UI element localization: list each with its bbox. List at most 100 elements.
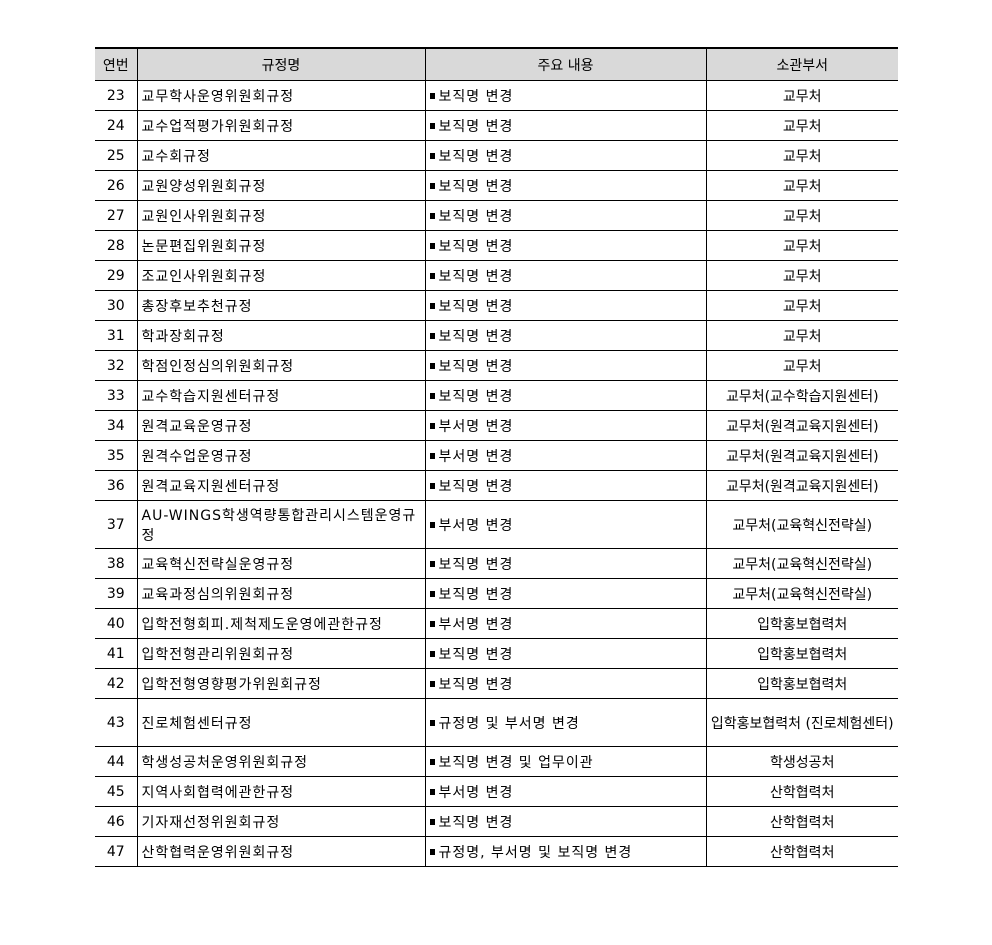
table-row: 29 조교인사위원회규정 보직명 변경 교무처 bbox=[95, 260, 898, 291]
department: 교무처 bbox=[705, 290, 898, 321]
row-number: 34 bbox=[95, 410, 138, 441]
row-number: 33 bbox=[95, 380, 138, 411]
row-number: 31 bbox=[95, 320, 138, 351]
main-content: 보직명 변경 bbox=[424, 110, 707, 141]
department: 교무처 bbox=[705, 170, 898, 201]
regulation-name: 산학협력운영위원회규정 bbox=[136, 836, 426, 867]
main-content: 보직명 변경 bbox=[424, 548, 707, 579]
regulation-name: AU-WINGS학생역량통합관리시스템운영규정 bbox=[136, 500, 426, 549]
regulation-name: 입학전형관리위원회규정 bbox=[136, 638, 426, 669]
department: 교무처(교수학습지원센터) bbox=[705, 380, 898, 411]
main-content: 보직명 변경 bbox=[424, 260, 707, 291]
regulation-name: 교수업적평가위원회규정 bbox=[136, 110, 426, 141]
regulation-name: 교원양성위원회규정 bbox=[136, 170, 426, 201]
content-text: 규정명 및 부서명 변경 bbox=[438, 715, 580, 732]
row-number: 28 bbox=[95, 230, 138, 261]
content-text: 보직명 변경 bbox=[438, 328, 514, 345]
row-number: 24 bbox=[95, 110, 138, 141]
content-text: 규정명, 부서명 및 보직명 변경 bbox=[438, 844, 633, 861]
department: 교무처 bbox=[705, 110, 898, 141]
regulation-name: 교육과정심의위원회규정 bbox=[136, 578, 426, 609]
regulation-name: 교수회규정 bbox=[136, 140, 426, 171]
department: 교무처 bbox=[705, 320, 898, 351]
bullet-icon bbox=[429, 848, 435, 855]
bullet-icon bbox=[429, 152, 435, 159]
department: 학생성공처 bbox=[705, 746, 898, 777]
regulation-name: 교육혁신전략실운영규정 bbox=[136, 548, 426, 579]
table-row: 46 기자재선정위원회규정 보직명 변경 산학협력처 bbox=[95, 806, 898, 837]
regulation-name: 교무학사운영위원회규정 bbox=[136, 80, 426, 111]
main-content: 부서명 변경 bbox=[424, 410, 707, 441]
department: 교무처(교육혁신전략실) bbox=[705, 548, 898, 579]
table-row: 42 입학전형영향평가위원회규정 보직명 변경 입학홍보협력처 bbox=[95, 668, 898, 699]
content-text: 부서명 변경 bbox=[438, 418, 514, 435]
bullet-icon bbox=[429, 560, 435, 567]
row-number: 37 bbox=[95, 500, 138, 549]
regulation-name: 논문편집위원회규정 bbox=[136, 230, 426, 261]
regulation-name: 원격교육지원센터규정 bbox=[136, 470, 426, 501]
department: 입학홍보협력처 bbox=[705, 638, 898, 669]
bullet-icon bbox=[429, 92, 435, 99]
bullet-icon bbox=[429, 719, 435, 726]
bullet-icon bbox=[429, 182, 435, 189]
main-content: 보직명 변경 bbox=[424, 350, 707, 381]
bullet-icon bbox=[429, 620, 435, 627]
department: 교무처(원격교육지원센터) bbox=[705, 410, 898, 441]
bullet-icon bbox=[429, 332, 435, 339]
regulation-name: 원격수업운영규정 bbox=[136, 440, 426, 471]
content-text: 보직명 변경 bbox=[438, 388, 514, 405]
main-content: 보직명 변경 bbox=[424, 290, 707, 321]
content-text: 보직명 변경 bbox=[438, 646, 514, 663]
regulations-table: 연번 규정명 주요 내용 소관부서 23 교무학사운영위원회규정 보직명 변경 … bbox=[95, 47, 898, 867]
main-content: 보직명 변경 bbox=[424, 230, 707, 261]
table-row: 28 논문편집위원회규정 보직명 변경 교무처 bbox=[95, 230, 898, 261]
content-text: 부서명 변경 bbox=[438, 448, 514, 465]
main-content: 보직명 변경 및 업무이관 bbox=[424, 746, 707, 777]
table-row: 24 교수업적평가위원회규정 보직명 변경 교무처 bbox=[95, 110, 898, 141]
main-content: 보직명 변경 bbox=[424, 578, 707, 609]
row-number: 27 bbox=[95, 200, 138, 231]
row-number: 25 bbox=[95, 140, 138, 171]
regulation-name: 입학전형영향평가위원회규정 bbox=[136, 668, 426, 699]
content-text: 보직명 변경 bbox=[438, 814, 514, 831]
header-no: 연번 bbox=[95, 47, 138, 81]
table-row: 41 입학전형관리위원회규정 보직명 변경 입학홍보협력처 bbox=[95, 638, 898, 669]
content-text: 보직명 변경 bbox=[438, 586, 514, 603]
main-content: 보직명 변경 bbox=[424, 638, 707, 669]
regulation-name: 총장후보추천규정 bbox=[136, 290, 426, 321]
content-text: 보직명 변경 bbox=[438, 208, 514, 225]
content-text: 보직명 변경 bbox=[438, 358, 514, 375]
header-row: 연번 규정명 주요 내용 소관부서 bbox=[95, 47, 898, 81]
department: 입학홍보협력처 bbox=[705, 608, 898, 639]
content-text: 부서명 변경 bbox=[438, 784, 514, 801]
regulation-name: 학점인정심의위원회규정 bbox=[136, 350, 426, 381]
row-number: 32 bbox=[95, 350, 138, 381]
regulation-name: 진로체험센터규정 bbox=[136, 698, 426, 747]
bullet-icon bbox=[429, 242, 435, 249]
department: 입학홍보협력처 (진로체험센터) bbox=[705, 698, 898, 747]
bullet-icon bbox=[429, 362, 435, 369]
row-number: 41 bbox=[95, 638, 138, 669]
regulation-name: 학생성공처운영위원회규정 bbox=[136, 746, 426, 777]
table-row: 37 AU-WINGS학생역량통합관리시스템운영규정 부서명 변경 교무처(교육… bbox=[95, 500, 898, 549]
row-number: 43 bbox=[95, 698, 138, 747]
header-dept: 소관부서 bbox=[705, 47, 898, 81]
department: 교무처(교육혁신전략실) bbox=[705, 578, 898, 609]
bullet-icon bbox=[429, 302, 435, 309]
main-content: 부서명 변경 bbox=[424, 500, 707, 549]
main-content: 보직명 변경 bbox=[424, 668, 707, 699]
table-row: 36 원격교육지원센터규정 보직명 변경 교무처(원격교육지원센터) bbox=[95, 470, 898, 501]
main-content: 보직명 변경 bbox=[424, 80, 707, 111]
regulation-name: 조교인사위원회규정 bbox=[136, 260, 426, 291]
regulation-name: 기자재선정위원회규정 bbox=[136, 806, 426, 837]
bullet-icon bbox=[429, 818, 435, 825]
table-row: 43 진로체험센터규정 규정명 및 부서명 변경 입학홍보협력처 (진로체험센터… bbox=[95, 698, 898, 747]
department: 교무처 bbox=[705, 200, 898, 231]
main-content: 부서명 변경 bbox=[424, 440, 707, 471]
row-number: 46 bbox=[95, 806, 138, 837]
main-content: 보직명 변경 bbox=[424, 170, 707, 201]
department: 교무처 bbox=[705, 230, 898, 261]
bullet-icon bbox=[429, 758, 435, 765]
table-row: 32 학점인정심의위원회규정 보직명 변경 교무처 bbox=[95, 350, 898, 381]
row-number: 38 bbox=[95, 548, 138, 579]
